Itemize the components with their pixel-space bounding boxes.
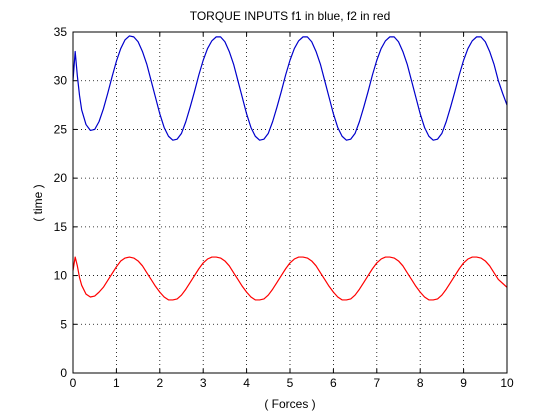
x-tick-label: 1: [113, 376, 120, 390]
grid: [73, 32, 507, 373]
x-tick-labels: 0 1 2 3 4 5 6 7 8 9 10: [70, 376, 514, 390]
x-tick-label: 6: [330, 376, 337, 390]
x-tick-label: 3: [200, 376, 207, 390]
x-axis-label: ( Forces ): [264, 397, 315, 411]
x-tick-label: 10: [500, 376, 514, 390]
ticks: [72, 31, 508, 374]
chart-title: TORQUE INPUTS f1 in blue, f2 in red: [190, 9, 391, 23]
x-tick-label: 0: [70, 376, 77, 390]
y-tick-label: 10: [54, 269, 68, 283]
x-tick-label: 8: [417, 376, 424, 390]
series-layer: [72, 35, 508, 301]
x-tick-label: 5: [287, 376, 294, 390]
x-tick-label: 2: [156, 376, 163, 390]
y-tick-label: 20: [54, 171, 68, 185]
y-tick-label: 30: [54, 74, 68, 88]
y-tick-label: 15: [54, 220, 68, 234]
x-tick-label: 4: [243, 376, 250, 390]
series-line-red: [72, 256, 508, 301]
x-tick-label: 9: [460, 376, 467, 390]
y-tick-label: 35: [54, 25, 68, 39]
y-tick-label: 0: [60, 366, 67, 380]
y-tick-label: 25: [54, 122, 68, 136]
plot-area: [72, 31, 508, 374]
y-tick-label: 5: [60, 317, 67, 331]
y-axis-label: ( time ): [31, 184, 45, 221]
y-tick-labels: 0 5 10 15 20 25 30 35: [54, 25, 68, 380]
x-tick-label: 7: [373, 376, 380, 390]
series-line-blue: [72, 35, 508, 141]
